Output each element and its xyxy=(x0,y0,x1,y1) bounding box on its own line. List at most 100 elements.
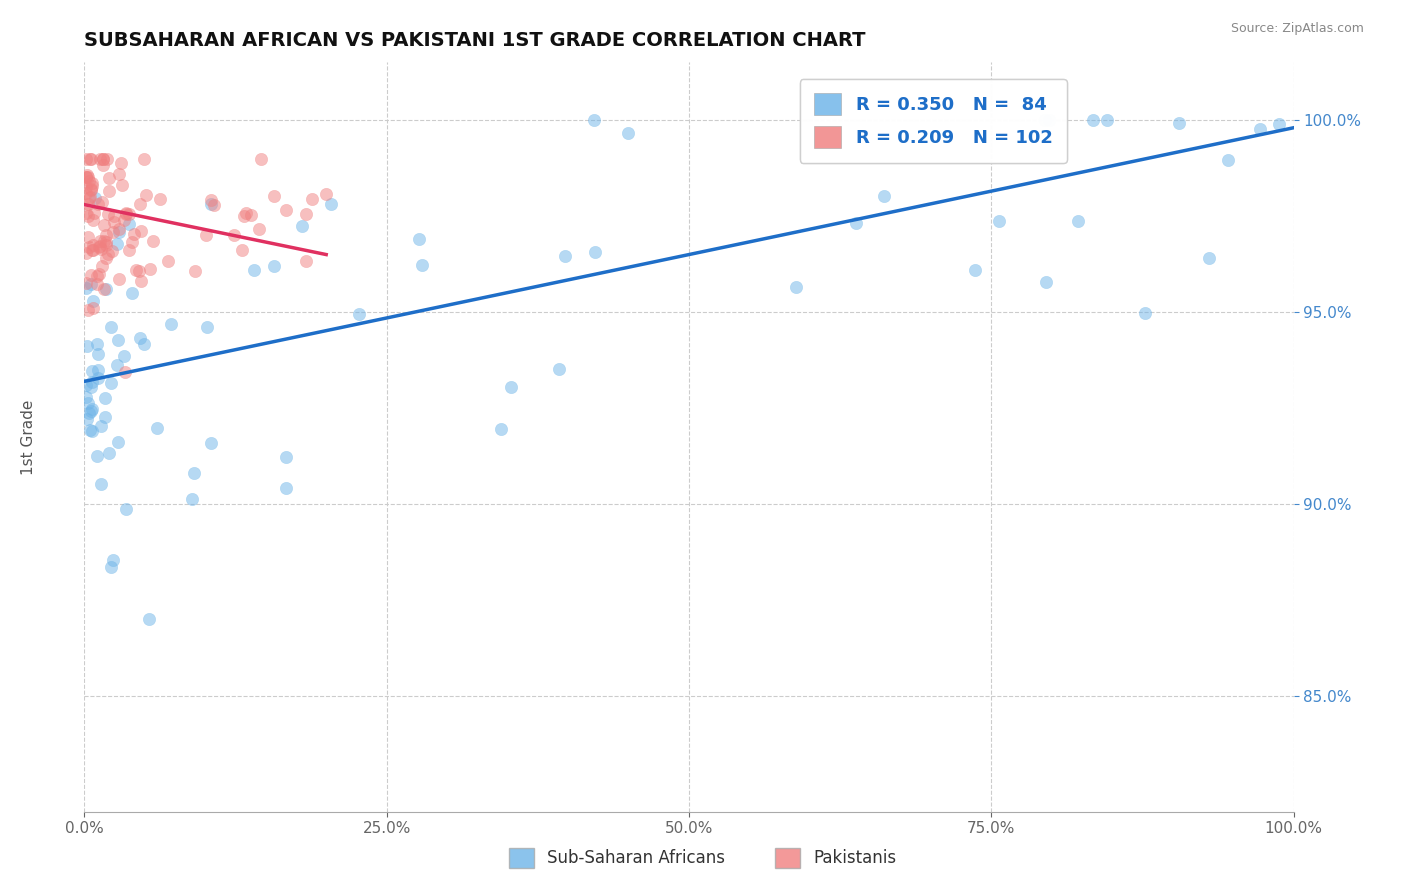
Point xyxy=(114,205,136,219)
Point xyxy=(1038,113,1060,128)
Point xyxy=(82,424,104,438)
Point xyxy=(149,193,172,207)
Point xyxy=(84,191,107,205)
Point xyxy=(90,419,112,434)
Point xyxy=(75,186,97,200)
Point xyxy=(75,206,97,220)
Point xyxy=(115,501,138,516)
Point xyxy=(321,197,343,211)
Point xyxy=(845,216,868,230)
Point xyxy=(231,244,253,258)
Point xyxy=(1067,214,1090,228)
Point xyxy=(80,244,103,258)
Point xyxy=(301,192,323,206)
Point xyxy=(94,251,117,265)
Point xyxy=(90,477,112,491)
Point xyxy=(200,197,222,211)
Point xyxy=(582,113,605,128)
Point xyxy=(86,268,108,283)
Point xyxy=(75,281,97,295)
Point xyxy=(75,390,97,404)
Point xyxy=(1216,153,1239,167)
Point xyxy=(76,303,98,318)
Point xyxy=(107,333,129,347)
Point xyxy=(87,240,110,254)
Point xyxy=(315,187,337,202)
Point xyxy=(82,301,104,315)
Point xyxy=(295,254,318,268)
Point xyxy=(408,232,430,246)
Point xyxy=(222,228,245,243)
Point xyxy=(79,182,101,196)
Point xyxy=(93,234,115,248)
Point xyxy=(142,235,165,249)
Point xyxy=(160,318,183,332)
Point xyxy=(184,264,207,278)
Point xyxy=(86,277,108,291)
Point xyxy=(101,244,124,258)
Point xyxy=(77,191,100,205)
Point xyxy=(1133,306,1156,320)
Point xyxy=(79,277,101,291)
Point xyxy=(200,193,222,207)
Point xyxy=(79,152,101,166)
Point xyxy=(89,239,111,253)
Point xyxy=(77,396,100,410)
Point xyxy=(86,371,108,385)
Point xyxy=(93,152,115,166)
Legend: Sub-Saharan Africans, Pakistanis: Sub-Saharan Africans, Pakistanis xyxy=(502,841,904,875)
Point xyxy=(96,282,118,296)
Point xyxy=(93,282,115,296)
Point xyxy=(274,202,297,217)
Point xyxy=(290,219,312,233)
Point xyxy=(91,152,114,166)
Point xyxy=(121,286,143,301)
Point xyxy=(134,336,156,351)
Point xyxy=(181,492,204,507)
Point xyxy=(111,178,134,192)
Point xyxy=(129,274,152,288)
Point xyxy=(1198,251,1220,265)
Point xyxy=(82,293,104,308)
Point xyxy=(86,337,108,351)
Point xyxy=(86,450,108,464)
Point xyxy=(121,235,143,249)
Point xyxy=(80,183,103,197)
Point xyxy=(91,159,114,173)
Point xyxy=(94,410,117,425)
Point xyxy=(112,213,135,227)
Point xyxy=(100,319,122,334)
Point xyxy=(103,209,125,223)
Point xyxy=(94,391,117,405)
Point xyxy=(554,248,576,262)
Point xyxy=(1095,113,1118,128)
Point xyxy=(235,206,257,220)
Point xyxy=(110,156,132,170)
Point xyxy=(1033,113,1056,128)
Text: Source: ZipAtlas.com: Source: ZipAtlas.com xyxy=(1230,22,1364,36)
Point xyxy=(75,377,97,392)
Point xyxy=(138,612,160,626)
Point xyxy=(135,188,157,202)
Point xyxy=(250,152,273,166)
Point xyxy=(263,188,285,202)
Point xyxy=(583,245,606,260)
Point xyxy=(489,422,512,436)
Point xyxy=(103,215,125,229)
Point xyxy=(134,152,156,166)
Point xyxy=(77,209,100,223)
Point xyxy=(98,170,121,185)
Point xyxy=(97,184,120,198)
Point xyxy=(118,207,141,221)
Point xyxy=(1035,275,1057,289)
Point xyxy=(75,276,97,290)
Point xyxy=(105,358,128,372)
Point xyxy=(86,197,108,211)
Point xyxy=(1081,113,1104,128)
Point xyxy=(77,406,100,420)
Point xyxy=(129,196,152,211)
Point xyxy=(76,168,98,182)
Point xyxy=(93,218,115,232)
Point xyxy=(107,167,129,181)
Point xyxy=(90,243,112,257)
